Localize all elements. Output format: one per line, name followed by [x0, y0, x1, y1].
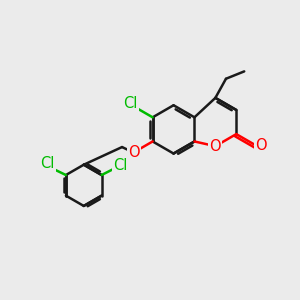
Text: Cl: Cl: [114, 158, 128, 173]
Text: Cl: Cl: [123, 96, 137, 111]
Text: O: O: [128, 145, 139, 160]
Text: Cl: Cl: [40, 156, 55, 171]
Text: O: O: [255, 138, 266, 153]
Text: O: O: [210, 139, 221, 154]
